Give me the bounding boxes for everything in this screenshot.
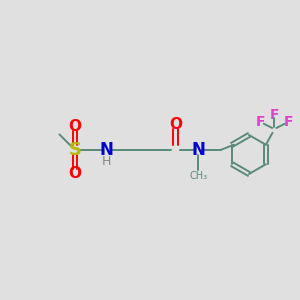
Text: N: N	[191, 141, 205, 159]
Text: H: H	[102, 155, 111, 168]
Text: O: O	[68, 119, 82, 134]
Text: F: F	[284, 115, 293, 129]
Text: CH₃: CH₃	[190, 171, 208, 181]
Text: F: F	[255, 115, 265, 129]
Text: N: N	[100, 141, 113, 159]
Text: F: F	[269, 108, 279, 122]
Text: O: O	[68, 166, 82, 181]
Text: S: S	[68, 141, 82, 159]
Text: O: O	[169, 117, 182, 132]
